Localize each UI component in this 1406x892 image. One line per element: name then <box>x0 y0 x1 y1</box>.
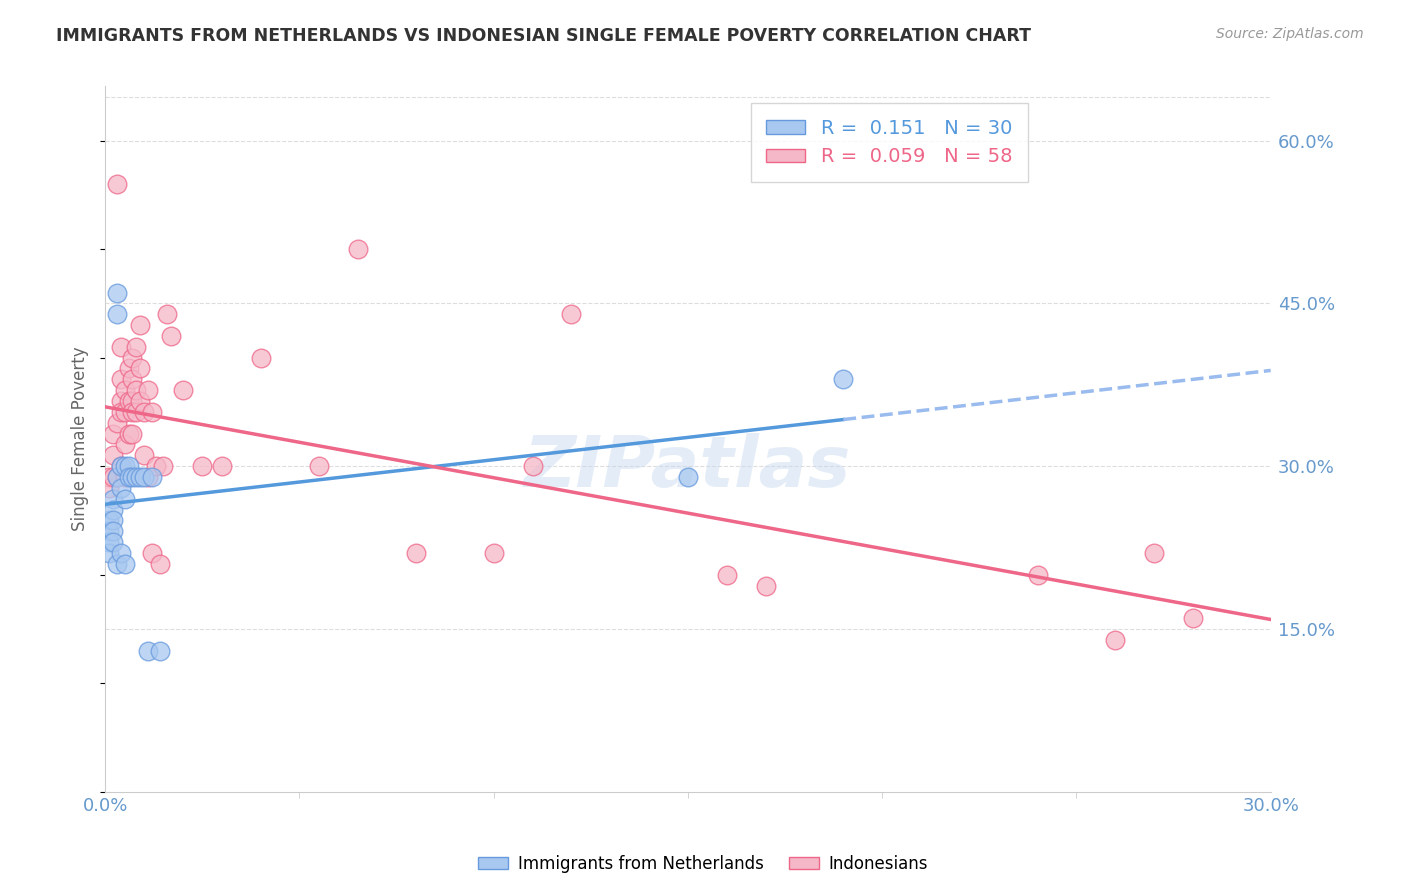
Point <box>125 383 148 397</box>
Point <box>191 459 214 474</box>
Point <box>114 383 136 397</box>
Point <box>249 351 271 365</box>
Point <box>105 177 128 191</box>
Point <box>482 546 505 560</box>
Point <box>141 546 163 560</box>
Point <box>117 426 139 441</box>
Point <box>98 513 121 527</box>
Point <box>132 448 155 462</box>
Point <box>211 459 233 474</box>
Point <box>152 459 174 474</box>
Point <box>121 394 143 409</box>
Point <box>98 546 121 560</box>
Point <box>129 361 152 376</box>
Point <box>141 405 163 419</box>
Point <box>105 557 128 571</box>
Point <box>114 459 136 474</box>
Point <box>129 394 152 409</box>
Point <box>832 372 855 386</box>
Point <box>1182 611 1205 625</box>
Point <box>101 513 124 527</box>
Point <box>114 437 136 451</box>
Point <box>121 470 143 484</box>
Point <box>101 535 124 549</box>
Point <box>121 426 143 441</box>
Point <box>117 361 139 376</box>
Point <box>105 307 128 321</box>
Legend: R =  0.151   N = 30, R =  0.059   N = 58: R = 0.151 N = 30, R = 0.059 N = 58 <box>751 103 1028 182</box>
Point <box>160 329 183 343</box>
Point <box>110 340 132 354</box>
Point <box>101 491 124 506</box>
Text: ZIPatlas: ZIPatlas <box>524 433 852 501</box>
Text: IMMIGRANTS FROM NETHERLANDS VS INDONESIAN SINGLE FEMALE POVERTY CORRELATION CHAR: IMMIGRANTS FROM NETHERLANDS VS INDONESIA… <box>56 27 1031 45</box>
Point <box>346 242 368 256</box>
Point <box>101 524 124 539</box>
Point <box>149 557 172 571</box>
Point <box>136 383 159 397</box>
Point <box>98 470 121 484</box>
Point <box>172 383 194 397</box>
Point <box>156 307 179 321</box>
Point <box>405 546 427 560</box>
Point <box>125 340 148 354</box>
Point <box>141 470 163 484</box>
Point <box>101 502 124 516</box>
Point <box>125 405 148 419</box>
Point <box>132 405 155 419</box>
Point <box>105 470 128 484</box>
Point <box>121 372 143 386</box>
Point <box>110 372 132 386</box>
Y-axis label: Single Female Poverty: Single Female Poverty <box>72 347 89 532</box>
Point <box>110 459 132 474</box>
Point <box>129 318 152 332</box>
Point <box>149 643 172 657</box>
Point <box>110 546 132 560</box>
Point <box>121 351 143 365</box>
Point <box>110 459 132 474</box>
Point <box>125 470 148 484</box>
Point <box>101 448 124 462</box>
Point <box>560 307 582 321</box>
Legend: Immigrants from Netherlands, Indonesians: Immigrants from Netherlands, Indonesians <box>471 848 935 880</box>
Point <box>676 470 699 484</box>
Point <box>522 459 544 474</box>
Point <box>101 426 124 441</box>
Point <box>117 394 139 409</box>
Point <box>110 405 132 419</box>
Point <box>114 491 136 506</box>
Text: Source: ZipAtlas.com: Source: ZipAtlas.com <box>1216 27 1364 41</box>
Point <box>105 285 128 300</box>
Point <box>1143 546 1166 560</box>
Point <box>101 470 124 484</box>
Point <box>121 405 143 419</box>
Point <box>308 459 330 474</box>
Point <box>105 470 128 484</box>
Point <box>110 481 132 495</box>
Point <box>1104 632 1126 647</box>
Point <box>1026 567 1049 582</box>
Point <box>105 416 128 430</box>
Point <box>755 578 778 592</box>
Point <box>114 470 136 484</box>
Point <box>716 567 738 582</box>
Point <box>110 394 132 409</box>
Point <box>136 470 159 484</box>
Point <box>98 535 121 549</box>
Point <box>114 557 136 571</box>
Point <box>98 524 121 539</box>
Point <box>136 643 159 657</box>
Point <box>129 470 152 484</box>
Point <box>145 459 167 474</box>
Point <box>98 481 121 495</box>
Point <box>132 470 155 484</box>
Point <box>117 470 139 484</box>
Point <box>117 459 139 474</box>
Point <box>114 405 136 419</box>
